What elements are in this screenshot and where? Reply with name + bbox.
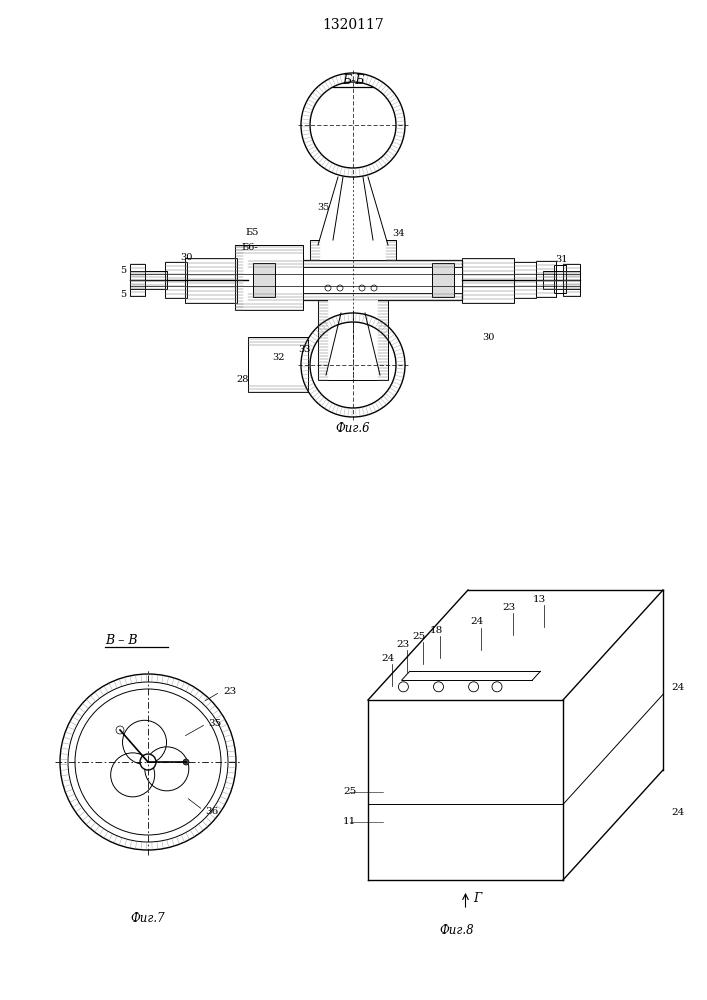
Text: Фиг.6: Фиг.6 [336, 422, 370, 434]
Bar [432, 263, 454, 297]
Bar [235, 245, 303, 310]
Text: В – В: В – В [105, 634, 137, 647]
Text: 28: 28 [236, 375, 248, 384]
Circle shape [371, 285, 377, 291]
Text: Б6-: Б6- [241, 243, 257, 252]
Bar [130, 264, 145, 296]
Text: 23: 23 [223, 687, 236, 696]
Circle shape [359, 285, 365, 291]
Text: 25: 25 [343, 787, 356, 796]
Bar [320, 240, 386, 260]
Text: 35: 35 [208, 719, 221, 728]
Text: 13: 13 [533, 594, 547, 603]
Circle shape [337, 285, 343, 291]
Bar [165, 262, 187, 298]
Circle shape [325, 285, 331, 291]
Circle shape [399, 682, 409, 692]
Text: 11: 11 [343, 817, 356, 826]
Text: 36: 36 [205, 807, 218, 816]
Text: Г: Г [474, 892, 481, 905]
Bar [328, 300, 378, 380]
Text: 5: 5 [120, 290, 126, 299]
Text: Б-Б: Б-Б [341, 74, 364, 87]
Text: Фиг.7: Фиг.7 [131, 912, 165, 924]
Text: 30: 30 [482, 333, 494, 342]
Bar [554, 265, 566, 293]
Text: 35: 35 [317, 203, 329, 212]
Text: Фиг.8: Фиг.8 [439, 924, 474, 936]
Bar [563, 264, 580, 296]
Bar [318, 300, 388, 380]
Bar [248, 267, 462, 293]
Text: 5: 5 [120, 266, 126, 275]
Text: 23: 23 [397, 640, 410, 649]
Text: 1320117: 1320117 [322, 18, 384, 32]
Text: 24: 24 [381, 654, 395, 663]
Bar [253, 263, 275, 297]
Bar [248, 260, 462, 300]
Text: 30: 30 [180, 253, 192, 262]
Circle shape [433, 682, 443, 692]
Text: 31: 31 [555, 255, 568, 264]
Text: 24: 24 [671, 808, 684, 817]
Bar [310, 240, 396, 260]
Text: Б5: Б5 [245, 228, 258, 237]
Circle shape [116, 726, 124, 734]
Text: 24: 24 [470, 617, 484, 626]
Bar [248, 337, 308, 392]
Bar [514, 262, 536, 298]
Circle shape [469, 682, 479, 692]
Text: 25: 25 [412, 632, 426, 641]
Bar [536, 261, 556, 297]
Bar [130, 271, 167, 289]
Circle shape [183, 759, 189, 765]
Circle shape [140, 754, 156, 770]
Text: 24: 24 [671, 683, 684, 692]
Text: 18: 18 [430, 626, 443, 635]
Text: 23: 23 [503, 603, 516, 612]
Text: 32: 32 [272, 353, 284, 362]
Circle shape [492, 682, 502, 692]
Text: 33: 33 [298, 345, 310, 354]
Bar [185, 258, 237, 303]
Bar [543, 271, 580, 289]
Bar [462, 258, 514, 303]
Text: 34: 34 [392, 229, 404, 238]
